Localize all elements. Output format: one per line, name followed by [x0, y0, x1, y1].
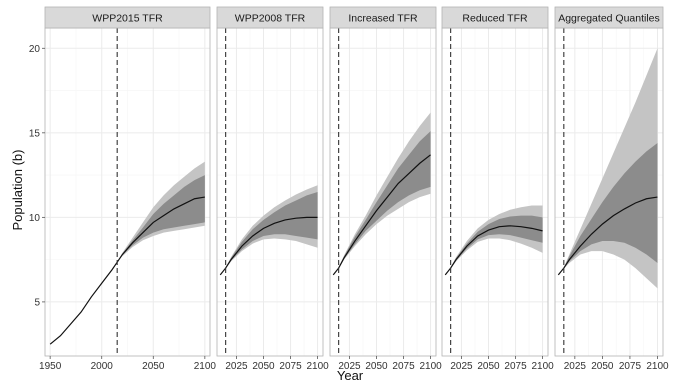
y-tick-label: 10 [29, 213, 41, 224]
facet-strip [216, 6, 324, 29]
y-tick-label: 5 [34, 297, 40, 308]
x-axis-title: Year [337, 368, 364, 383]
y-tick-label: 20 [29, 44, 41, 55]
facet-strip-label: Reduced TFR [462, 13, 528, 25]
facet-strip-label: Increased TFR [348, 13, 418, 25]
facet-panel-1: WPP2015 TFR 1950 2000 2050 2100 [39, 6, 217, 372]
facet-strip-label: WPP2015 TFR [92, 13, 163, 25]
x-tick-label: 2075 [392, 361, 415, 372]
facet-panel-5: Aggregated Quantiles 2025 2050 2075 2100 [554, 6, 669, 372]
prediction-band-inner [117, 175, 205, 263]
prediction-band-inner [558, 142, 658, 275]
facet-strip [554, 6, 664, 29]
median-projection-line [557, 196, 658, 276]
x-tick-label: 2075 [619, 361, 642, 372]
x-tick-label: 2075 [279, 361, 302, 372]
x-tick-label: 2050 [252, 361, 275, 372]
x-tick-label: 2000 [91, 361, 114, 372]
facet-strip-label: WPP2008 TFR [235, 13, 306, 25]
x-tick-label: 2025 [450, 361, 473, 372]
panel-background [442, 28, 548, 356]
x-tick-label: 2025 [564, 361, 587, 372]
facet-strip [441, 6, 549, 29]
x-tick-label: 2050 [365, 361, 388, 372]
x-tick-label: 2100 [646, 361, 669, 372]
y-axis: 5 10 15 20 [29, 44, 45, 308]
y-tick-label: 15 [29, 128, 41, 139]
median-projection-line [49, 196, 205, 345]
x-tick-label: 2025 [338, 361, 361, 372]
panels-layer: WPP2015 TFR 1950 2000 2050 2100 WPP2008 TFR 20… [39, 6, 669, 372]
prediction-band-inner [220, 192, 318, 275]
x-tick-label: 2100 [419, 361, 442, 372]
x-tick-label: 2075 [504, 361, 527, 372]
x-tick-label: 2050 [477, 361, 500, 372]
x-tick-label: 2025 [225, 361, 248, 372]
x-tick-label: 1950 [39, 361, 62, 372]
x-tick-label: 2100 [194, 361, 217, 372]
facet-panel-3: Increased TFR 2025 2050 2075 2100 [329, 6, 442, 372]
x-tick-label: 2100 [306, 361, 329, 372]
facet-strip [329, 6, 437, 29]
x-tick-label: 2100 [531, 361, 554, 372]
facet-strip [44, 6, 211, 29]
facet-panel-4: Reduced TFR 2025 2050 2075 2100 [441, 6, 554, 372]
median-projection-line [444, 225, 543, 276]
facet-panel-2: WPP2008 TFR 2025 2050 2075 2100 [216, 6, 329, 372]
y-axis-title: Population (b) [10, 150, 25, 231]
x-tick-label: 2050 [142, 361, 165, 372]
median-projection-line [332, 154, 431, 276]
x-tick-label: 2050 [591, 361, 614, 372]
prediction-band-inner [445, 215, 543, 275]
median-projection-line [219, 216, 318, 276]
facet-strip-label: Aggregated Quantiles [558, 13, 660, 25]
